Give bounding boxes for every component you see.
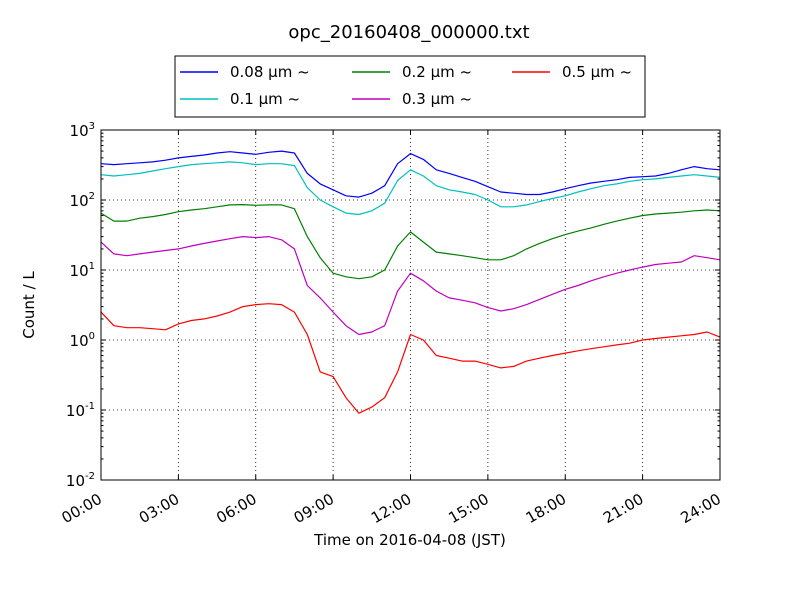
x-tick-label: 18:00 bbox=[523, 490, 569, 527]
y-tick-label: 101 bbox=[70, 261, 95, 280]
y-tick-label: 100 bbox=[70, 331, 95, 350]
y-tick-label: 10-2 bbox=[66, 471, 95, 490]
x-tick-label: 09:00 bbox=[291, 490, 337, 527]
y-tick-label: 103 bbox=[70, 121, 95, 140]
plot-frame bbox=[100, 129, 721, 481]
x-tick-label: 00:00 bbox=[59, 490, 105, 527]
legend-label: 0.08 μm ~ bbox=[230, 63, 310, 81]
y-tick-labels: 10-2 10-1 100 101 102 103 bbox=[66, 121, 95, 490]
y-tick-label: 102 bbox=[70, 191, 95, 210]
legend-label: 0.5 μm ~ bbox=[562, 63, 632, 81]
x-tick-label: 24:00 bbox=[678, 490, 724, 527]
legend: 0.08 μm ~ 0.1 μm ~ 0.2 μm ~ 0.3 μm ~ 0.5 μm … bbox=[174, 55, 646, 118]
x-tick-label: 12:00 bbox=[368, 490, 414, 527]
series-line bbox=[100, 204, 721, 280]
x-tick-label: 15:00 bbox=[445, 490, 491, 527]
x-tick-label: 06:00 bbox=[213, 490, 259, 527]
legend-label: 0.2 μm ~ bbox=[402, 63, 472, 81]
y-axis-label: Count / L bbox=[20, 271, 38, 339]
legend-label: 0.3 μm ~ bbox=[402, 90, 472, 108]
grid bbox=[101, 130, 720, 480]
chart-title: opc_20160408_000000.txt bbox=[288, 22, 529, 43]
x-axis-label: Time on 2016-04-08 (JST) bbox=[313, 531, 506, 549]
series-lines bbox=[100, 150, 721, 414]
x-tick-label: 21:00 bbox=[600, 490, 646, 527]
legend-label: 0.1 μm ~ bbox=[230, 90, 300, 108]
x-tick-labels: 00:00 03:00 06:00 09:00 12:00 15:00 18:00 21:00… bbox=[59, 490, 724, 527]
legend-frame bbox=[174, 55, 646, 118]
series-line bbox=[100, 161, 721, 216]
x-tick-label: 03:00 bbox=[136, 490, 182, 527]
series-line bbox=[100, 303, 721, 414]
series-line bbox=[100, 236, 721, 336]
series-line bbox=[100, 150, 721, 198]
y-tick-label: 10-1 bbox=[66, 401, 95, 420]
